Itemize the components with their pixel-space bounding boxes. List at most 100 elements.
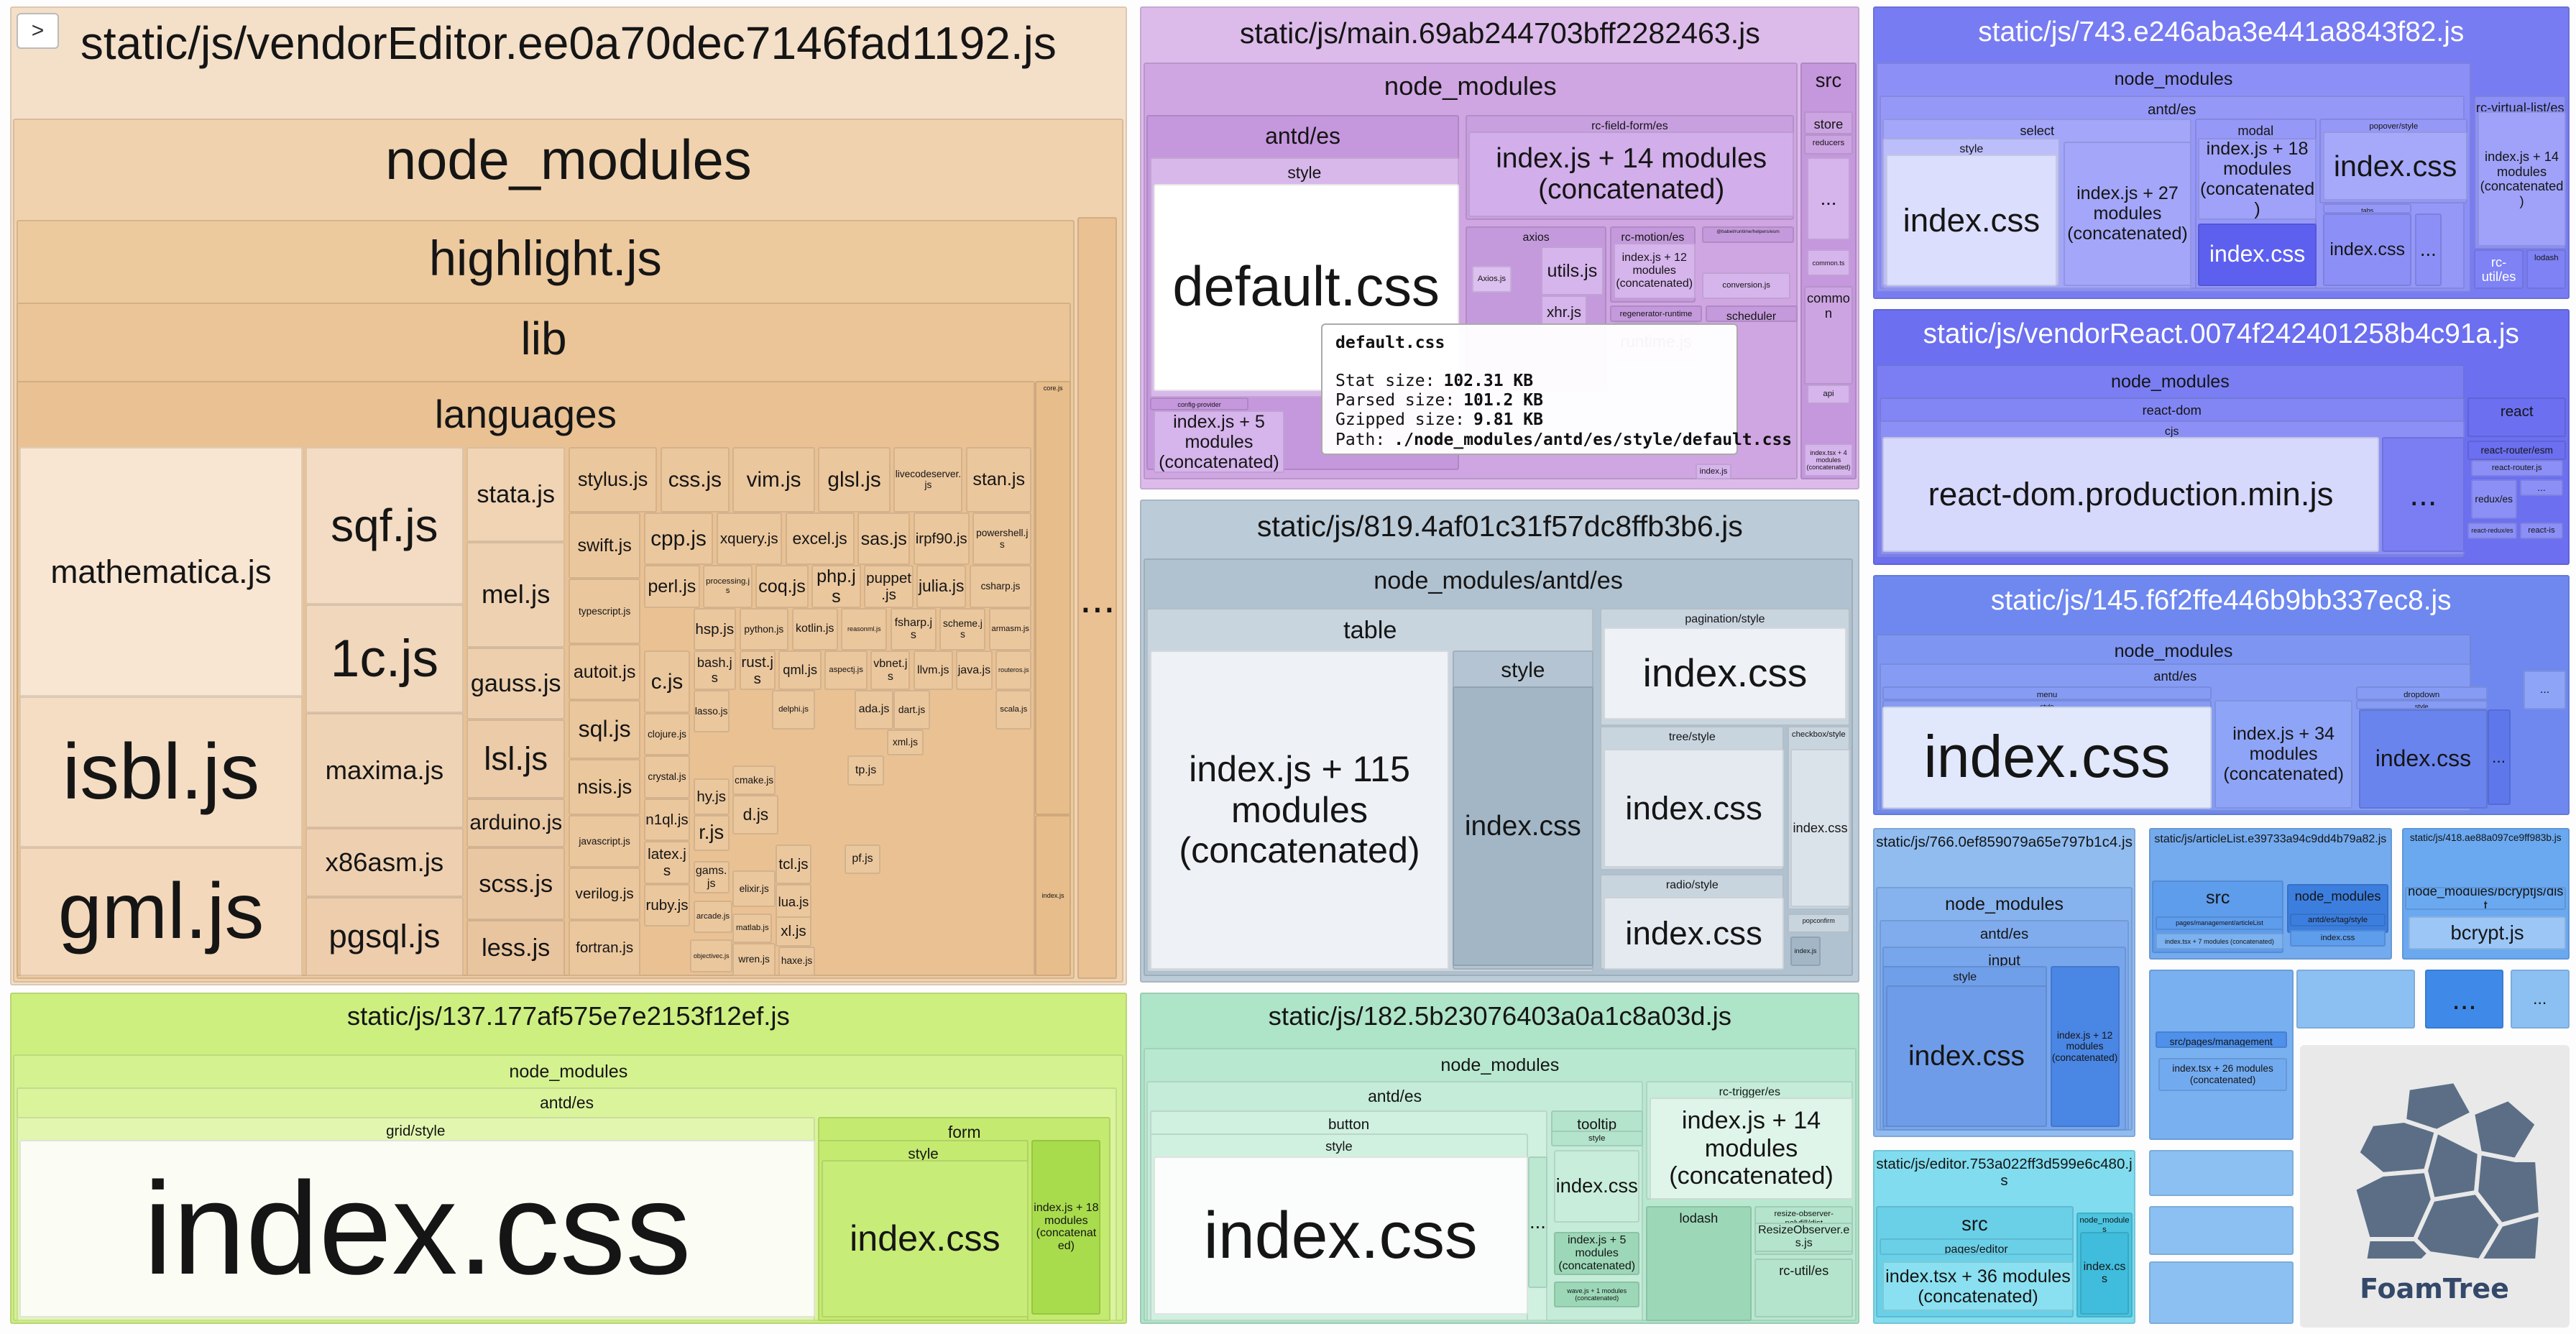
treemap-cell: react-router/esm	[2467, 440, 2567, 460]
treemap-cell: index.js + 14 modules (concatenated)	[1649, 1097, 1854, 1200]
treemap-cell: sqf.js	[305, 446, 464, 605]
treemap-cell: kotlin.js	[791, 607, 838, 651]
logo-graphic: FoamTree	[2351, 1078, 2544, 1305]
treemap-cell: lua.js	[775, 883, 812, 920]
treemap-cell: pf.js	[844, 844, 881, 874]
treemap-cell: wave.js + 1 modules (concatenated)	[1554, 1281, 1640, 1308]
treemap-cell: verilog.js	[568, 867, 641, 920]
treemap-cell: tp.js	[847, 755, 884, 786]
treemap-cell: index.css	[1790, 749, 1850, 907]
treemap-cell: hsp.js	[693, 607, 736, 651]
treemap-cell: armasm.js	[989, 607, 1032, 651]
treemap-cell: vim.js	[732, 446, 815, 513]
treemap-cell: n1ql.js	[644, 798, 690, 842]
treemap-cell: bash.js	[693, 650, 736, 690]
treemap-cell: php.js	[811, 565, 861, 608]
chunk-block	[2148, 1205, 2294, 1256]
treemap-cell: arcade.js	[693, 900, 733, 934]
treemap-cell: index.css	[2290, 929, 2386, 947]
treemap-cell: lodash	[2526, 249, 2567, 290]
treemap-cell: rust.js	[739, 650, 776, 690]
treemap-cell: scheduler	[1705, 305, 1798, 322]
treemap-cell: scheme.js	[939, 607, 986, 651]
treemap-cell: irpf90.js	[913, 512, 970, 566]
treemap-cell: utils.js	[1541, 246, 1604, 296]
treemap-cell: ...	[1527, 1156, 1548, 1288]
treemap-cell: react-redux/es	[2467, 522, 2517, 539]
treemap-cell: react	[2467, 397, 2567, 437]
treemap-cell: 1c.js	[305, 604, 464, 713]
treemap-cell: ...	[1807, 157, 1850, 240]
sidebar-toggle[interactable]: >	[17, 13, 59, 49]
treemap-cell: lasso.js	[693, 690, 730, 733]
treemap-cell: nsis.js	[568, 759, 641, 815]
treemap-cell: coq.js	[755, 565, 809, 608]
treemap-cell: @babel/runtime/helpers/esm	[1702, 226, 1794, 244]
treemap-cell: pgsql.js	[305, 897, 464, 976]
treemap-cell: api	[1807, 384, 1850, 405]
treemap-cell: fortran.js	[568, 920, 641, 976]
treemap-cell: index.css	[2359, 709, 2488, 809]
treemap-cell: dart.js	[893, 690, 930, 730]
chunk-block	[2148, 969, 2294, 1141]
treemap-cell: tabs	[2323, 203, 2412, 214]
treemap-cell: index.js + 27 modules (concatenated)	[2063, 141, 2192, 286]
treemap-cell: ...	[2510, 969, 2570, 1029]
treemap-cell: ...	[2415, 213, 2442, 286]
treemap-cell: index.js + 12 modules (concatenated)	[2050, 966, 2120, 1127]
treemap-cell: index.css	[2323, 213, 2412, 286]
treemap-cell: hy.js	[693, 778, 730, 815]
treemap-cell: csharp.js	[969, 565, 1032, 608]
treemap-cell: common.ts	[1807, 249, 1850, 276]
treemap-cell: sas.js	[857, 512, 911, 566]
treemap-cell: gams.js	[693, 860, 730, 894]
row-label: Path:	[1335, 430, 1386, 449]
treemap-cell: vbnet.js	[870, 650, 911, 690]
treemap-cell: crystal.js	[644, 755, 690, 799]
treemap-cell: xl.js	[775, 916, 812, 947]
treemap-cell: qml.js	[778, 650, 822, 690]
treemap-cell: xml.js	[887, 729, 924, 756]
treemap-cell: node_modules/bcryptjs/dist	[2405, 887, 2567, 911]
treemap-cell: menu	[1882, 686, 2212, 700]
row-label: Gzipped size:	[1335, 410, 1466, 430]
treemap-cell: reasonml.js	[841, 607, 888, 651]
treemap-cell: reducers	[1803, 134, 1854, 155]
treemap-cell: index.tsx + 7 modules (concatenated)	[2155, 933, 2284, 950]
chunk-block	[2148, 1150, 2294, 1196]
treemap-cell: less.js	[466, 920, 566, 976]
treemap-cell: style	[2355, 699, 2488, 710]
treemap-cell: tcl.js	[775, 844, 812, 884]
treemap-cell: matlab.js	[732, 913, 773, 943]
treemap-cell: excel.js	[785, 512, 855, 566]
treemap-cell: rc-util/es	[1754, 1258, 1854, 1318]
treemap-cell: autoit.js	[568, 644, 641, 700]
treemap-cell: javascript.js	[568, 814, 641, 868]
treemap-cell: index.css	[1452, 686, 1594, 966]
treemap-cell: Axios.js	[1472, 266, 1512, 293]
treemap-cell: react-dom.production.min.js	[1882, 437, 2379, 552]
treemap-cell: index.css	[1882, 706, 2212, 809]
treemap-cell: ...	[2520, 479, 2563, 497]
treemap-cell: index.tsx + 36 modules (concatenated)	[1882, 1261, 2074, 1311]
treemap-cell: index.css	[1603, 897, 1785, 970]
treemap-cell: mathematica.js	[19, 446, 303, 697]
tooltip: default.css Stat size: 102.31 KB Parsed s…	[1321, 323, 1792, 455]
treemap-cell: config-provider	[1150, 397, 1249, 411]
treemap-cell: index.css	[1554, 1150, 1640, 1223]
treemap-cell: perl.js	[644, 565, 700, 608]
treemap-cell: index.js + 14 modules (concatenated)	[2477, 111, 2567, 247]
treemap-cell: r.js	[693, 814, 730, 851]
treemap-cell: antd/es/tag/style	[2290, 913, 2386, 927]
treemap-cell: processing.js	[703, 565, 753, 608]
treemap-cell: ...	[2523, 670, 2567, 710]
treemap-cell: ...	[1077, 216, 1118, 980]
treemap-cell: stan.js	[966, 446, 1032, 513]
tooltip-title: default.css	[1335, 334, 1445, 352]
treemap-cell: mel.js	[466, 542, 566, 648]
treemap-cell: redux/es	[2470, 479, 2517, 520]
treemap-cell: store	[1803, 111, 1854, 135]
treemap-cell: dropdown	[2355, 686, 2488, 700]
treemap-cell: routeros.js	[995, 650, 1032, 690]
